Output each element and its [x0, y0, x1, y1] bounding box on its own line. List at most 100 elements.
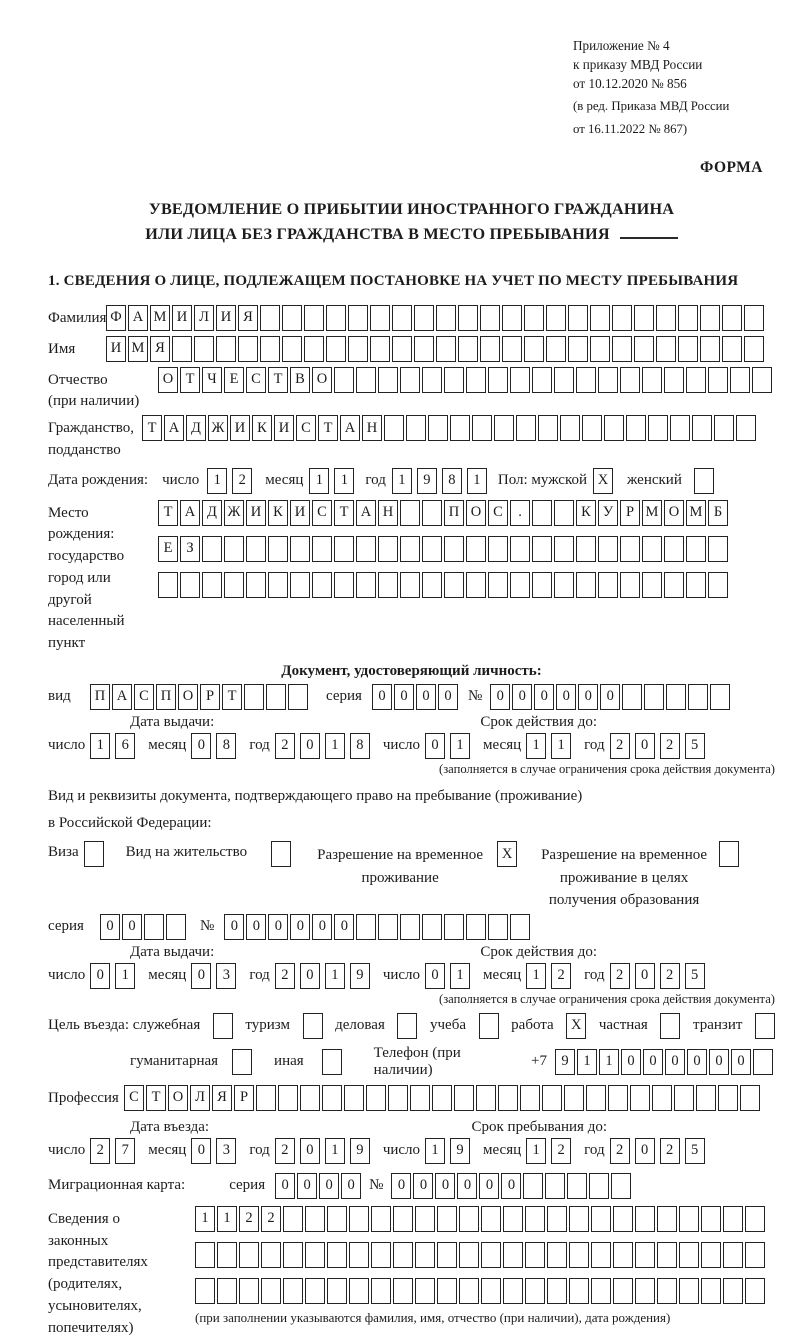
entry-day-cell[interactable]: 2 [90, 1137, 111, 1164]
birthplace-cell[interactable] [642, 571, 662, 598]
permit-number-cell[interactable]: 0 [268, 913, 289, 940]
given-name-cell[interactable] [348, 335, 368, 362]
stay-year-cell[interactable]: 5 [684, 1137, 705, 1164]
birthplace-cell[interactable]: Т [158, 499, 178, 526]
entry-month-cell[interactable]: 3 [216, 1137, 237, 1164]
permit-number-cell[interactable]: 0 [246, 913, 267, 940]
representatives-cell[interactable] [503, 1205, 523, 1232]
given-name-cell[interactable] [678, 335, 698, 362]
mig-card-series-cell[interactable]: 0 [275, 1172, 296, 1199]
representatives-cell[interactable] [591, 1205, 611, 1232]
given-name-cell[interactable] [216, 335, 236, 362]
birthplace-cell[interactable] [554, 571, 574, 598]
patronymic-cell[interactable] [620, 366, 640, 393]
birthplace-cell[interactable] [532, 535, 552, 562]
birthplace-cell[interactable] [620, 535, 640, 562]
representatives-cell[interactable] [613, 1277, 633, 1304]
surname-cell[interactable] [546, 304, 566, 331]
mig-card-number-cell[interactable]: 0 [435, 1172, 456, 1199]
citizenship-cell[interactable]: Т [318, 415, 338, 442]
representatives-cell[interactable] [723, 1241, 743, 1268]
birthplace-cell[interactable]: М [642, 499, 662, 526]
patronymic-cell[interactable]: С [246, 366, 266, 393]
given-name-cell[interactable] [700, 335, 720, 362]
citizenship-cell[interactable] [626, 415, 646, 442]
birthplace-cell[interactable] [246, 571, 266, 598]
given-name-cell[interactable] [722, 335, 742, 362]
given-name-cell[interactable] [480, 335, 500, 362]
birth-month-cell[interactable]: 1 [334, 467, 355, 494]
given-name-cell[interactable] [392, 335, 412, 362]
patronymic-cell[interactable] [466, 366, 486, 393]
given-name-cell[interactable] [502, 335, 522, 362]
birthplace-cell[interactable] [686, 571, 706, 598]
doc-type-cell[interactable]: Т [222, 683, 242, 710]
representatives-cell[interactable] [261, 1241, 281, 1268]
profession-cell[interactable] [652, 1084, 672, 1111]
doc-number-cell[interactable]: 0 [600, 683, 621, 710]
birthplace-cell[interactable] [356, 535, 376, 562]
representatives-cell[interactable] [371, 1205, 391, 1232]
patronymic-cell[interactable]: Ч [202, 366, 222, 393]
given-name-cell[interactable] [172, 335, 192, 362]
patronymic-cell[interactable] [576, 366, 596, 393]
representatives-cell[interactable]: 2 [239, 1205, 259, 1232]
representatives-cell[interactable] [745, 1241, 765, 1268]
birthplace-cell[interactable] [620, 571, 640, 598]
representatives-cell[interactable] [525, 1241, 545, 1268]
doc-type-cell[interactable]: А [112, 683, 132, 710]
birthplace-cell[interactable]: М [686, 499, 706, 526]
phone-cell[interactable] [753, 1048, 773, 1075]
representatives-cell[interactable] [459, 1205, 479, 1232]
birthplace-cell[interactable] [598, 535, 618, 562]
birthplace-cell[interactable] [312, 535, 332, 562]
permit-number-cell[interactable] [400, 913, 421, 940]
id-issue-year-cell[interactable]: 8 [349, 732, 370, 759]
birthplace-cell[interactable] [598, 571, 618, 598]
profession-cell[interactable] [256, 1084, 276, 1111]
surname-cell[interactable] [700, 304, 720, 331]
representatives-cell[interactable] [437, 1241, 457, 1268]
residence-permit-checkbox[interactable] [271, 841, 292, 868]
representatives-cell[interactable] [349, 1241, 369, 1268]
birthplace-cell[interactable]: О [466, 499, 486, 526]
doc-number-cell[interactable] [666, 683, 687, 710]
id-issue-day-cell[interactable]: 1 [90, 732, 111, 759]
birthplace-cell[interactable]: Р [620, 499, 640, 526]
citizenship-cell[interactable]: Т [142, 415, 162, 442]
entry-year-cell[interactable]: 0 [299, 1137, 320, 1164]
birthplace-cell[interactable]: У [598, 499, 618, 526]
representatives-cell[interactable] [569, 1277, 589, 1304]
purpose-tourism-checkbox[interactable] [302, 1012, 323, 1039]
representatives-cell[interactable] [437, 1277, 457, 1304]
representatives-cell[interactable] [679, 1241, 699, 1268]
representatives-cell[interactable] [503, 1241, 523, 1268]
given-name-cell[interactable] [282, 335, 302, 362]
profession-cell[interactable] [366, 1084, 386, 1111]
permit-number-cell[interactable]: 0 [224, 913, 245, 940]
representatives-cell[interactable] [415, 1205, 435, 1232]
patronymic-cell[interactable] [752, 366, 772, 393]
mig-card-series-cell[interactable]: 0 [319, 1172, 340, 1199]
representatives-cell[interactable] [481, 1205, 501, 1232]
citizenship-cell[interactable]: К [252, 415, 272, 442]
birthplace-cell[interactable]: Д [202, 499, 222, 526]
id-expiry-year-cell[interactable]: 2 [659, 732, 680, 759]
permit-issue-month-cell[interactable]: 3 [216, 962, 237, 989]
entry-year-cell[interactable]: 9 [349, 1137, 370, 1164]
phone-cell[interactable]: 0 [621, 1048, 641, 1075]
entry-month-cell[interactable]: 0 [191, 1137, 212, 1164]
surname-cell[interactable] [678, 304, 698, 331]
surname-cell[interactable] [304, 304, 324, 331]
representatives-cell[interactable] [745, 1277, 765, 1304]
doc-series-cell[interactable]: 0 [371, 683, 392, 710]
patronymic-cell[interactable] [686, 366, 706, 393]
given-name-cell[interactable] [524, 335, 544, 362]
patronymic-cell[interactable]: О [312, 366, 332, 393]
birthplace-cell[interactable] [708, 535, 728, 562]
id-expiry-year-cell[interactable]: 2 [609, 732, 630, 759]
representatives-cell[interactable] [459, 1241, 479, 1268]
permit-issue-day-cell[interactable]: 1 [115, 962, 136, 989]
birth-year-cell[interactable]: 8 [441, 467, 462, 494]
representatives-cell[interactable] [745, 1205, 765, 1232]
